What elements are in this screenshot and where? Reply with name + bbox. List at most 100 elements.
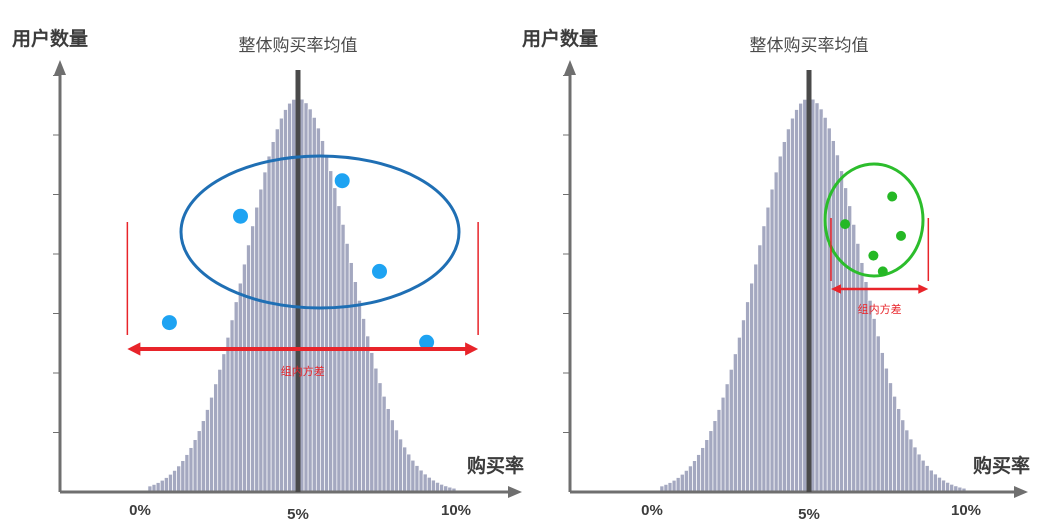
histogram-bar [847,205,853,493]
histogram-bar [176,465,182,493]
histogram-bar [431,479,436,493]
histogram-bar [679,473,685,493]
histogram-bar [851,224,857,493]
histogram-bar [757,244,763,493]
histogram-bar [373,367,379,493]
histogram-bar [250,225,256,493]
histogram-bar [777,155,783,493]
histogram-bar [790,117,795,493]
histogram-bar [769,188,775,493]
x-axis-title: 购买率 [467,454,524,477]
histogram-bar [884,367,889,493]
histogram-bar [802,99,808,493]
variance-label: 组内方差 [858,302,902,316]
histogram-bar [357,300,362,493]
group-point [877,266,888,277]
x-tick-label: 5% [287,506,309,523]
histogram-bar [818,108,824,493]
histogram-bar [266,155,272,493]
histogram-bar [159,479,165,493]
histogram-bar [242,263,247,493]
histogram-bar [761,225,767,493]
histogram-bar [320,140,325,493]
histogram-bar [753,263,759,493]
group-circle [823,162,925,278]
histogram-bar [192,439,198,493]
histogram-bar [688,465,693,493]
histogram-bar [217,369,223,493]
histogram-bar [385,408,391,493]
variance-arrow-head-right [465,342,479,356]
histogram-bar [745,301,751,493]
histogram-bar [712,420,718,493]
histogram-bar [839,170,844,493]
histogram-bar [365,335,371,493]
histogram-bar [406,453,412,493]
histogram-bars [659,97,967,493]
histogram-bar [704,439,710,493]
histogram-bar [916,453,922,493]
histogram-bar [724,383,730,493]
histogram-bar [928,469,934,493]
histogram-bar [213,383,219,493]
histogram-bar [814,102,820,493]
histogram-bar [369,352,375,493]
group-point [887,191,898,202]
mean-line-label: 整体购买率均值 [239,36,358,56]
histogram-bar [303,102,309,493]
group-point [896,230,906,241]
histogram-bar [328,170,334,493]
histogram-bar [311,117,317,493]
histogram-bar [352,281,358,493]
histogram-bar [262,171,268,493]
histogram-bar [410,459,416,493]
histogram-bar [696,454,702,493]
histogram-bar [332,187,338,493]
histogram-bar [937,476,942,493]
histogram-bar [871,318,877,493]
histogram-bar [749,282,755,493]
histogram-bar [233,301,239,493]
histogram-bar [708,430,714,493]
histogram-bar [340,224,346,493]
histogram-bar [773,171,779,493]
histogram-bar [394,429,399,493]
histogram-bar [908,438,914,493]
histogram-bar [765,206,771,493]
histogram-bar [932,473,938,493]
histogram-bar [798,102,804,493]
histogram-bar [381,395,387,493]
y-axis-title: 用户数量 [12,27,88,50]
histogram-bar [422,473,428,493]
histogram-bar [283,109,288,493]
histogram-bar [859,262,865,493]
histogram-bar [402,446,408,493]
x-tick-label: 0% [641,502,663,519]
histogram-bar [924,465,930,493]
histogram-bar [258,188,264,493]
histogram-bar [826,127,832,493]
histogram-bar [188,447,194,493]
histogram-bar [822,117,828,493]
histogram-bar [896,408,902,493]
histogram-bar [344,243,350,493]
histogram-bar [274,128,280,493]
histogram-bar [732,353,738,493]
histogram-bar [720,396,726,493]
histogram-bar [675,477,681,493]
histogram-bar [835,154,840,493]
histogram-bar [348,262,354,493]
histogram-bar [225,336,231,493]
histogram-bar [389,419,395,493]
histogram-bar [888,382,893,493]
x-axis-title: 购买率 [973,454,1030,477]
histogram-bar [794,109,799,493]
histogram-bar [892,395,897,493]
group-ellipse [179,154,461,310]
mean-line-label: 整体购买率均值 [750,36,869,56]
x-tick-label: 5% [798,506,820,523]
y-axis-arrow [54,60,66,75]
